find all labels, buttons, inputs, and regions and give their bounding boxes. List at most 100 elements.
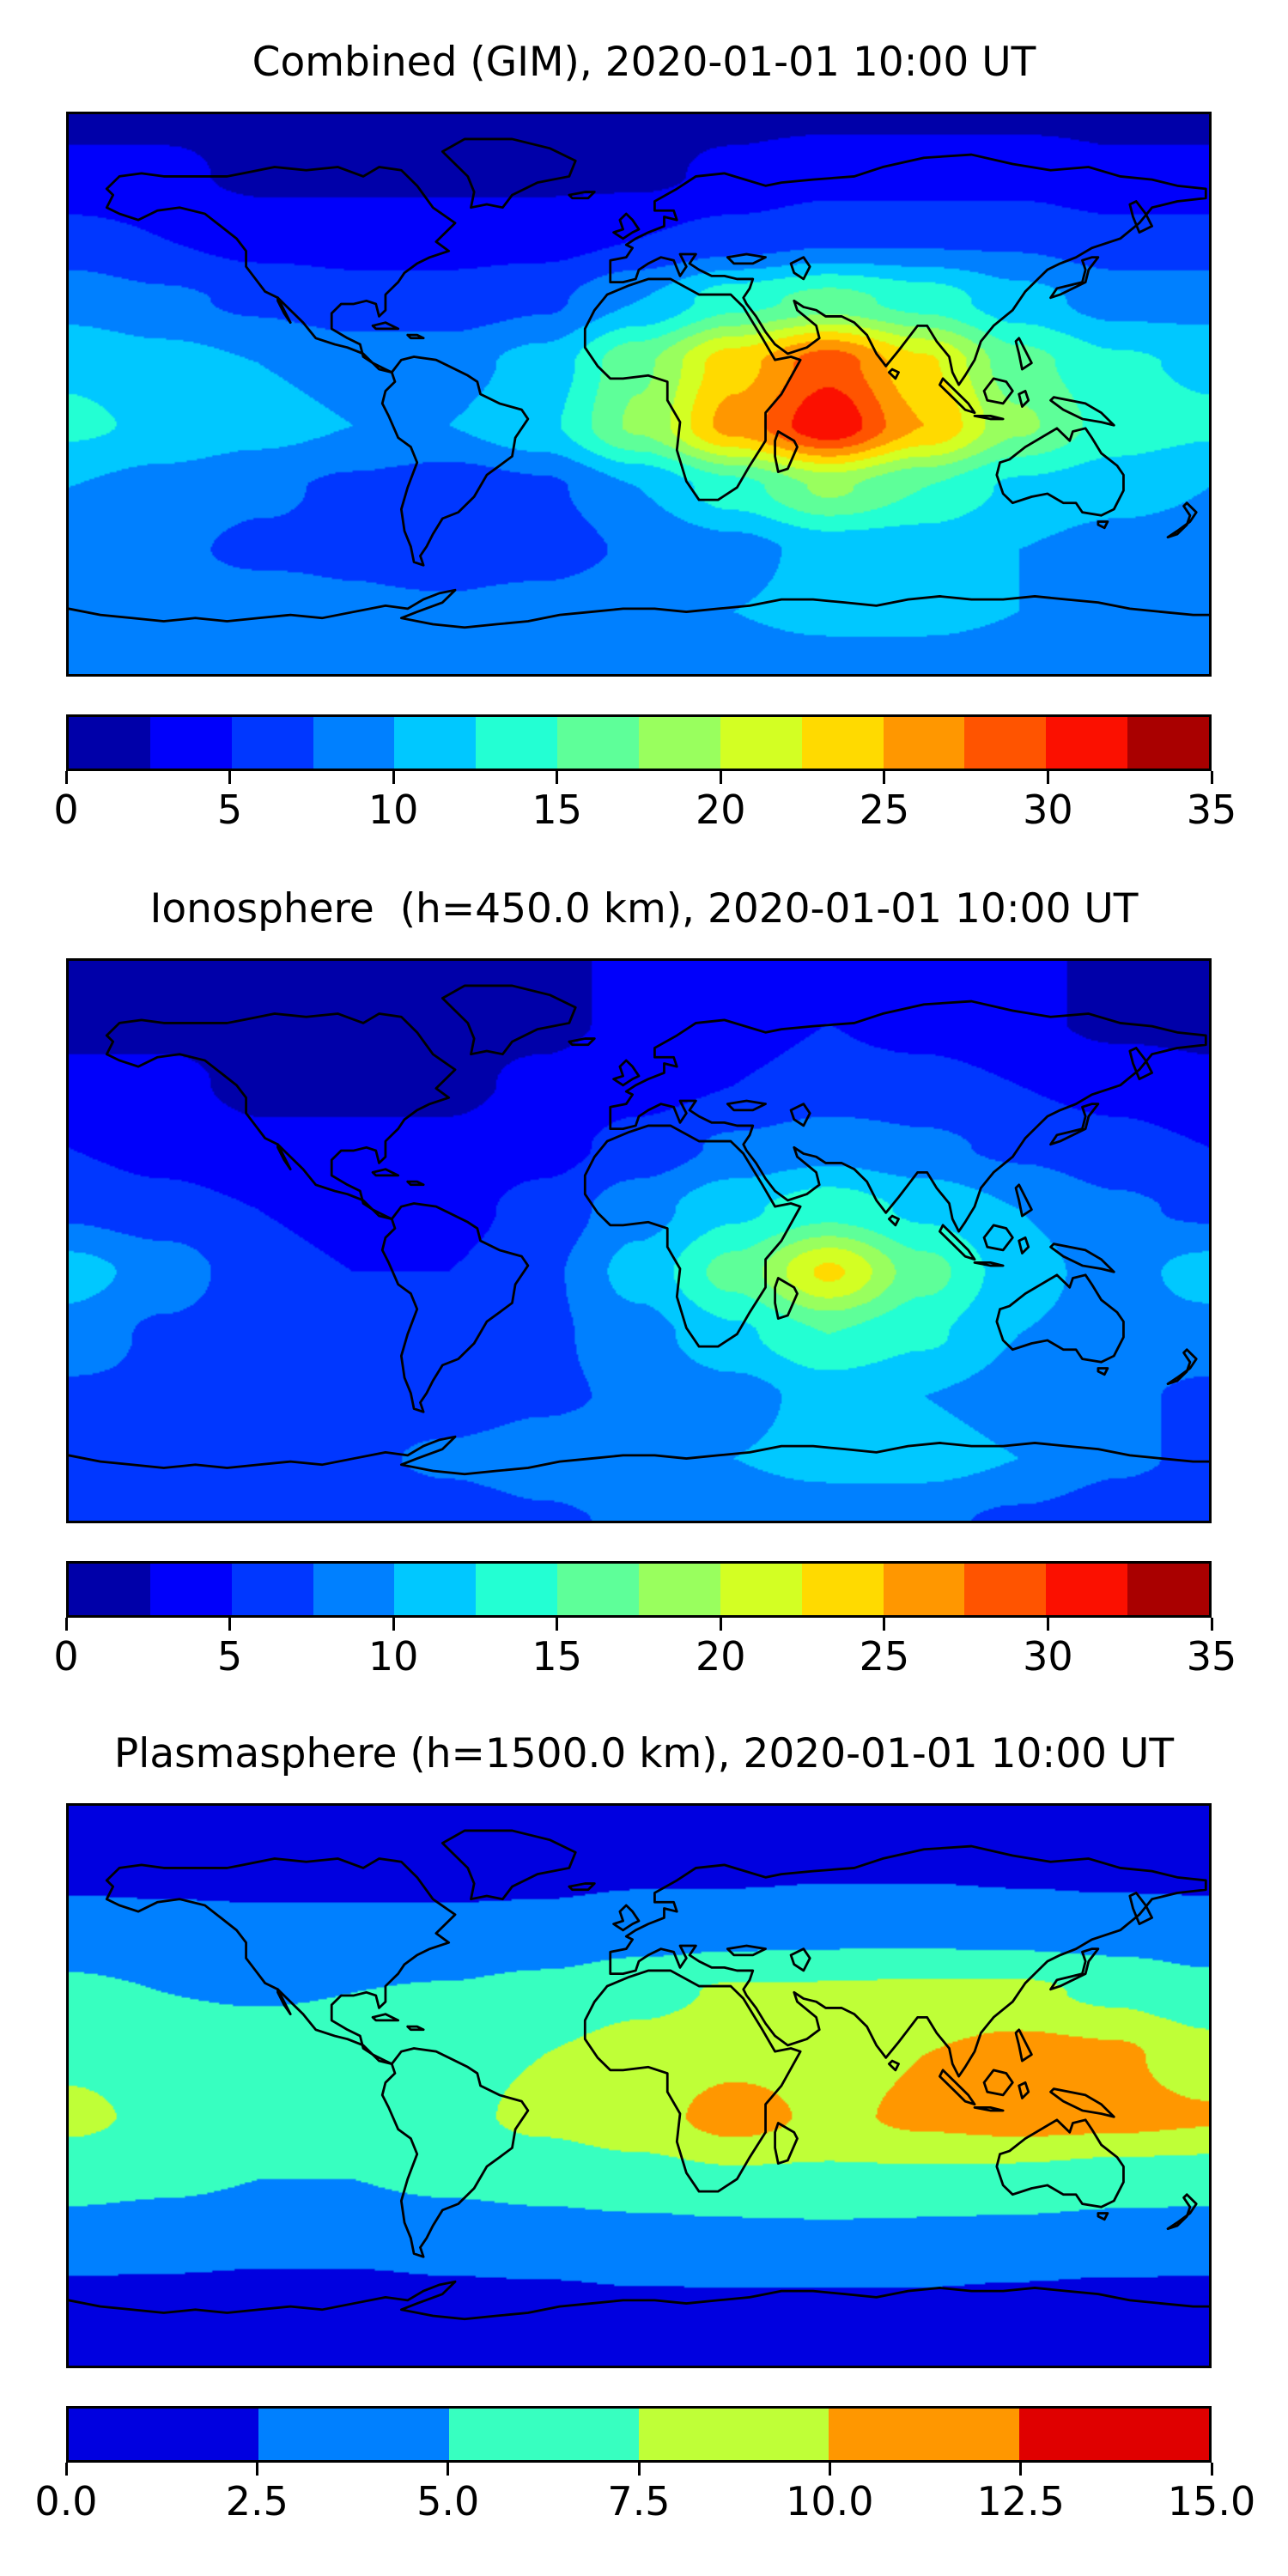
coastline-path [612,1904,641,1932]
colorbar-tick-label: 25 [859,787,910,833]
panel-title: Ionosphere (h=450.0 km), 2020-01-01 10:0… [149,885,1139,933]
coastline-path [276,296,292,325]
coastline-path [380,1202,530,1413]
colorbar-segment [394,1564,477,1615]
coastline-path [1014,1183,1033,1218]
colorbar-segment [69,2409,259,2460]
coastline-path [1166,501,1198,539]
coastline-path [1097,1367,1109,1376]
panel-title: Plasmasphere (h=1500.0 km), 2020-01-01 1… [113,1730,1175,1777]
coastline-path [609,153,1207,386]
colorbar-segment [964,1564,1047,1615]
coastline-path [276,1143,292,1171]
coastline-path [1049,2087,1115,2118]
colorbar-segment [149,717,232,769]
colorbar-tick [392,1618,395,1631]
coastline-path [1128,1047,1153,1081]
coastline-path [583,1124,802,1348]
coastline-path [406,333,425,340]
colorbar-tick-label: 35 [1186,1633,1237,1680]
coastline-path [1049,1103,1100,1146]
coastlines-overlay [69,984,1209,1476]
coastline-path [1014,2028,1033,2063]
colorbar-tick-label: 0 [53,787,79,833]
colorbar-tick [1210,1618,1213,1631]
colorbar-tick [637,2463,641,2476]
colorbar-tick [1210,2463,1213,2476]
coastline-path [995,427,1125,517]
colorbar-tick-label: 2.5 [225,2478,289,2524]
colorbar-tick [1046,1618,1049,1631]
coastline-path [982,377,1014,405]
coastline-path [380,2047,530,2258]
coastline-path [1128,1892,1153,1926]
colorbar-tick-label: 10.0 [786,2478,874,2524]
coastline-path [887,1214,900,1227]
coastline-path [583,1969,802,2193]
panel-title: Combined (GIM), 2020-01-01 10:00 UT [252,39,1036,86]
coastline-path [440,137,577,210]
coastline-path [887,368,900,380]
coastline-path [774,430,799,473]
colorbar-tick [64,1618,68,1631]
coastline-path [609,999,1207,1233]
colorbar-segment [476,717,558,769]
coastline-path [1097,2212,1109,2221]
colorbar-tick-label: 10 [368,787,419,833]
colorbar-segment [638,2409,829,2460]
colorbar-segment [720,717,802,769]
colorbar-tick [883,771,886,784]
colorbar-segment [829,2409,1019,2460]
coastlines-overlay [69,137,1209,629]
coastline-path [371,321,400,331]
coastline-path [612,212,641,240]
coastline-path [1128,200,1153,234]
colorbar-tick [392,771,395,784]
coastline-path [583,277,802,501]
coastline-path [69,1435,1209,1476]
colorbar-segment [476,1564,558,1615]
coastline-path [380,355,530,567]
coastline-path [371,2013,400,2022]
colorbar-tick [883,1618,886,1631]
coastline-path [568,1882,596,1892]
coastline-path [105,1857,457,2066]
coastline-path [105,166,457,374]
colorbar-segment [231,1564,313,1615]
coastline-path [973,1261,1005,1267]
coastline-path [568,1037,596,1047]
coastline-path [1049,1242,1115,1273]
colorbar-tick [556,1618,559,1631]
colorbar-segment [394,717,477,769]
colorbar-tick [556,771,559,784]
coastline-path [1166,2193,1198,2231]
colorbar-segment [1127,717,1210,769]
colorbar-segment [313,1564,395,1615]
coastline-path [371,1168,400,1177]
colorbar-tick [64,2463,68,2476]
colorbar-segment [448,2409,639,2460]
colorbar-tick [447,2463,450,2476]
colorbar [66,2406,1212,2463]
coastline-path [887,2059,900,2072]
coastline-path [1018,1236,1030,1255]
colorbar-tick-label: 20 [696,1633,746,1680]
colorbar-tick [1210,771,1213,784]
coastline-path [1166,1348,1198,1386]
coastline-path [105,1012,457,1221]
panel-ionosphere: Ionosphere (h=450.0 km), 2020-01-01 10:0… [0,847,1288,1692]
coastline-path [1018,389,1030,408]
coastline-path [774,2122,799,2165]
colorbar-segment [258,2409,449,2460]
colorbar-tick-label: 12.5 [976,2478,1065,2524]
coastline-path [982,2069,1014,2097]
colorbar-segment [883,717,965,769]
coastline-path [568,191,596,200]
coastline-path [726,252,767,265]
colorbar-tick-label: 0 [53,1633,79,1680]
coastline-path [939,377,976,415]
colorbar-tick-label: 20 [696,787,746,833]
coastline-path [774,1277,799,1320]
coastline-path [789,1103,811,1127]
coastline-path [406,1180,425,1187]
